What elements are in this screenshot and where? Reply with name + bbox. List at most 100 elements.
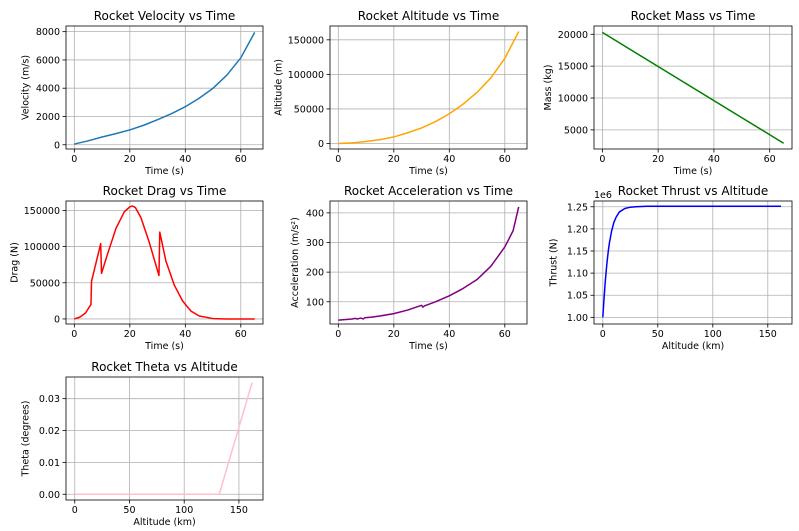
x-axis-label: Time (s) bbox=[673, 166, 713, 177]
y-tick-label: 0.03 bbox=[39, 394, 60, 405]
x-tick-label: 60 bbox=[499, 154, 511, 165]
y-axis-label: Acceleration (m/s²) bbox=[290, 217, 301, 308]
y-tick-label: 300 bbox=[306, 238, 324, 249]
subplot-2: 0 20 40 60 0 50000 100000 150000 Rocket Altitude… bbox=[273, 9, 528, 177]
y-tick-label: 8000 bbox=[36, 27, 60, 38]
y-tick-label: 1.15 bbox=[567, 246, 588, 257]
subplot-1: 0 20 40 60 0 2000 4000 6000 8000 Rocket Velocity … bbox=[21, 9, 264, 177]
axes-frame bbox=[593, 25, 793, 150]
y-tick-label: 10000 bbox=[558, 94, 588, 105]
subplot-title: Rocket Altitude vs Time bbox=[358, 9, 499, 23]
y-tick-label: 15000 bbox=[558, 62, 588, 73]
x-tick-label: 60 bbox=[235, 329, 247, 340]
x-tick-label: 40 bbox=[443, 154, 455, 165]
y-tick-label: 1.10 bbox=[567, 269, 588, 280]
y-axis-label: Drag (N) bbox=[9, 242, 20, 283]
y-tick-label: 0 bbox=[54, 314, 60, 325]
y-tick-label: 100000 bbox=[24, 242, 60, 253]
x-tick-label: 150 bbox=[230, 505, 248, 516]
axes-frame bbox=[65, 25, 264, 150]
axes-frame bbox=[593, 200, 793, 325]
y-tick-label: 1.20 bbox=[567, 224, 588, 235]
x-axis-label: Altitude (km) bbox=[662, 341, 724, 352]
x-axis-label: Time (s) bbox=[408, 341, 448, 352]
x-tick-label: 20 bbox=[124, 154, 136, 165]
y-tick-label: 200 bbox=[306, 268, 324, 279]
x-tick-label: 60 bbox=[499, 329, 511, 340]
x-tick-label: 0 bbox=[72, 505, 78, 516]
x-tick-label: 20 bbox=[388, 154, 400, 165]
series-line-theta bbox=[74, 382, 253, 496]
subplot-4: 0 20 40 60 0 50000 100000 150000 Rocket Drag vs … bbox=[9, 184, 264, 352]
subplot-title: Rocket Velocity vs Time bbox=[94, 9, 236, 23]
x-tick-label: 20 bbox=[388, 329, 400, 340]
subplot-title: Rocket Theta vs Altitude bbox=[91, 360, 237, 374]
x-tick-label: 40 bbox=[708, 154, 720, 165]
y-axis-label: Velocity (m/s) bbox=[21, 55, 32, 120]
subplot-title: Rocket Acceleration vs Time bbox=[344, 184, 513, 198]
series-line-thrust bbox=[602, 205, 781, 318]
y-tick-label: 20000 bbox=[558, 30, 588, 41]
series-line-drag bbox=[74, 205, 255, 320]
subplot-3: 0 20 40 60 5000 10000 15000 20000 Rocket Mass vs… bbox=[543, 9, 793, 177]
y-tick-label: 150000 bbox=[288, 35, 324, 46]
y-tick-label: 50000 bbox=[30, 278, 60, 289]
x-tick-label: 100 bbox=[704, 329, 722, 340]
y-tick-label: 5000 bbox=[564, 125, 588, 136]
y-axis-label: Theta (degrees) bbox=[21, 401, 32, 478]
x-tick-label: 0 bbox=[71, 154, 77, 165]
series-line-velocity bbox=[74, 32, 256, 145]
y-axis-label: Altitude (m) bbox=[273, 59, 284, 116]
x-tick-label: 20 bbox=[124, 329, 136, 340]
x-tick-label: 40 bbox=[179, 329, 191, 340]
x-tick-label: 60 bbox=[235, 154, 247, 165]
x-tick-label: 50 bbox=[123, 505, 135, 516]
y-tick-label: 1.05 bbox=[567, 291, 588, 302]
y-tick-label: 6000 bbox=[36, 55, 60, 66]
x-tick-label: 0 bbox=[335, 329, 341, 340]
x-tick-label: 40 bbox=[443, 329, 455, 340]
subplot-5: 0 20 40 60 100 200 300 400 Rocket Acceleration v… bbox=[290, 184, 528, 352]
series-line-acceleration bbox=[338, 206, 520, 321]
x-tick-label: 60 bbox=[764, 154, 776, 165]
axes-frame bbox=[329, 25, 528, 150]
x-tick-label: 40 bbox=[179, 154, 191, 165]
series-line-mass bbox=[601, 31, 785, 144]
y-tick-label: 50000 bbox=[294, 104, 324, 115]
y-tick-label: 0 bbox=[54, 140, 60, 151]
x-tick-label: 0 bbox=[599, 154, 605, 165]
x-tick-label: 100 bbox=[175, 505, 193, 516]
x-tick-label: 20 bbox=[652, 154, 664, 165]
y-tick-label: 4000 bbox=[36, 84, 60, 95]
y-tick-label: 150000 bbox=[24, 206, 60, 217]
axes-frame bbox=[65, 376, 264, 501]
subplot-title: Rocket Mass vs Time bbox=[631, 9, 756, 23]
x-tick-label: 150 bbox=[759, 329, 777, 340]
x-axis-label: Time (s) bbox=[144, 341, 184, 352]
y-tick-label: 1.00 bbox=[567, 313, 588, 324]
y-tick-label: 0.02 bbox=[39, 426, 60, 437]
y-tick-label: 100 bbox=[306, 297, 324, 308]
series-line-altitude bbox=[338, 31, 520, 145]
x-axis-label: Time (s) bbox=[408, 166, 448, 177]
x-tick-label: 0 bbox=[600, 329, 606, 340]
y-tick-label: 100000 bbox=[288, 70, 324, 81]
y-tick-label: 0.01 bbox=[39, 458, 60, 469]
subplot-title: Rocket Drag vs Time bbox=[103, 184, 227, 198]
subplot-7: 0 50 100 150 0.00 0.01 0.02 0.03 Rocket Theta vs… bbox=[21, 360, 264, 528]
axes-frame bbox=[65, 200, 264, 325]
x-tick-label: 0 bbox=[335, 154, 341, 165]
x-axis-label: Altitude (km) bbox=[133, 517, 195, 528]
y-tick-label: 400 bbox=[306, 208, 324, 219]
x-tick-label: 50 bbox=[652, 329, 664, 340]
y-tick-label: 0.00 bbox=[39, 490, 60, 501]
y-offset-label: 1e6 bbox=[594, 190, 612, 201]
y-axis-label: Thrust (N) bbox=[549, 239, 560, 288]
axes-frame bbox=[329, 200, 528, 325]
x-tick-label: 0 bbox=[71, 329, 77, 340]
subplot-6: 0 50 100 150 1.00 1.05 1.10 1.15 1.20 1.25 Rocket … bbox=[549, 184, 793, 352]
y-tick-label: 1.25 bbox=[567, 202, 588, 213]
subplot-title: Rocket Thrust vs Altitude bbox=[618, 184, 768, 198]
y-tick-label: 0 bbox=[318, 139, 324, 150]
